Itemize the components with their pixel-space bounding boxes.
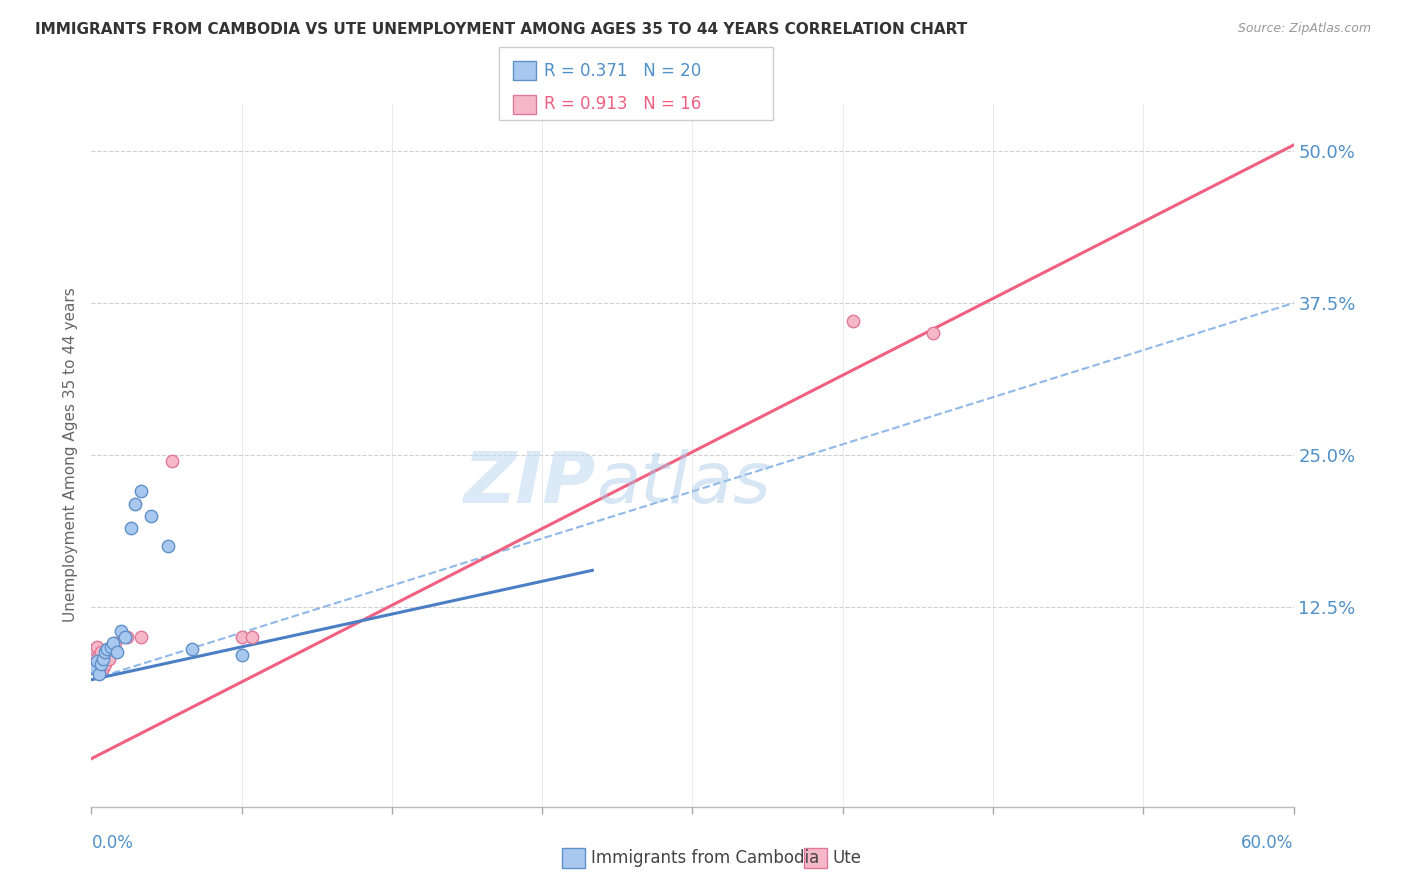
Point [84,642,107,657]
Point [90,645,112,659]
Point [131,484,153,499]
Point [156,539,179,553]
Point [240,630,263,644]
Point [89,648,111,663]
Point [131,630,153,644]
Y-axis label: Unemployment Among Ages 35 to 44 years: Unemployment Among Ages 35 to 44 years [62,287,77,623]
Text: R = 0.913   N = 16: R = 0.913 N = 16 [544,95,702,113]
Point [93,660,115,674]
Point [82,645,104,659]
Point [89,666,111,681]
Point [96,642,118,657]
Text: Immigrants from Cambodia: Immigrants from Cambodia [591,849,818,867]
Text: Ute: Ute [832,849,862,867]
Point [82,660,104,674]
Point [231,648,253,663]
Point [94,645,117,659]
Point [86,640,108,654]
Point [98,652,121,666]
Point [94,657,117,671]
Text: 0.0%: 0.0% [91,834,134,852]
Point [922,326,945,341]
Text: ZIP: ZIP [464,449,596,517]
Point [90,657,112,671]
Point [84,660,107,674]
Point [841,314,863,328]
Text: R = 0.371   N = 20: R = 0.371 N = 20 [544,62,702,79]
Point [117,630,139,644]
Point [103,636,125,650]
Point [124,496,146,510]
Text: Source: ZipAtlas.com: Source: ZipAtlas.com [1237,22,1371,36]
Point [107,645,129,659]
Point [141,508,163,523]
Point [231,630,253,644]
Text: IMMIGRANTS FROM CAMBODIA VS UTE UNEMPLOYMENT AMONG AGES 35 TO 44 YEARS CORRELATI: IMMIGRANTS FROM CAMBODIA VS UTE UNEMPLOY… [35,22,967,37]
Point [180,642,202,657]
Point [160,454,183,468]
Point [104,636,127,650]
Point [121,521,143,535]
Point [110,624,132,639]
Point [86,655,108,669]
Point [114,630,136,644]
Text: atlas: atlas [596,449,770,517]
Point [100,640,122,654]
Point [93,652,115,666]
Text: 60.0%: 60.0% [1241,834,1294,852]
